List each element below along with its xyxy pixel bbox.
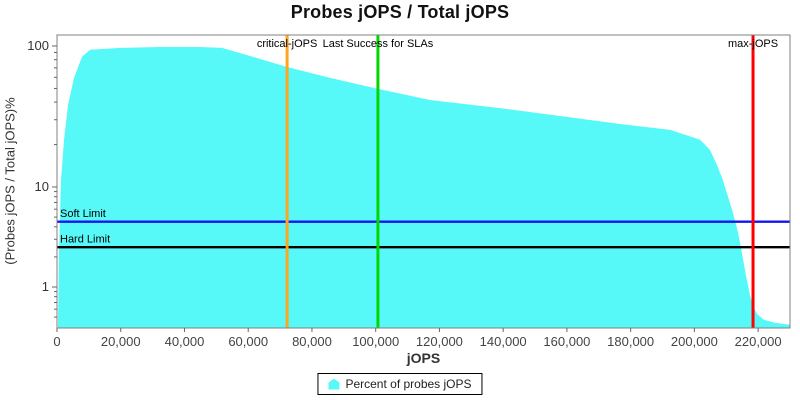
- legend-label: Percent of probes jOPS: [345, 377, 472, 391]
- x-axis-title: jOPS: [406, 350, 441, 366]
- limit-label-1: Hard Limit: [60, 234, 110, 246]
- x-tick-label: 180,000: [607, 334, 654, 349]
- x-tick-label: 200,000: [671, 334, 718, 349]
- y-axis-title: (Probes jOPS / Total jOPS)%: [2, 97, 18, 265]
- y-tick-label: 10: [35, 179, 49, 194]
- x-tick-label: 220,000: [735, 334, 782, 349]
- x-tick-label: 80,000: [292, 334, 332, 349]
- x-tick-label: 0: [53, 334, 60, 349]
- marker-label-0: critical-jOPS: [257, 38, 318, 50]
- x-tick-label: 140,000: [480, 334, 527, 349]
- y-tick-label: 1: [42, 279, 49, 294]
- marker-label-1: Last Success for SLAs: [323, 38, 434, 50]
- x-tick-label: 60,000: [228, 334, 268, 349]
- limit-label-0: Soft Limit: [60, 208, 106, 220]
- x-tick-label: 20,000: [101, 334, 141, 349]
- x-tick-label: 120,000: [416, 334, 463, 349]
- legend: Percent of probes jOPS: [317, 373, 483, 395]
- x-tick-label: 100,000: [352, 334, 399, 349]
- plot-border: [56, 34, 791, 329]
- marker-label-2: max-jOPS: [728, 38, 778, 50]
- chart-title: Probes jOPS / Total jOPS: [290, 2, 510, 22]
- area-percent-of-probes-jops: [58, 47, 790, 328]
- y-tick-label: 100: [27, 38, 49, 53]
- x-tick-label: 40,000: [165, 334, 205, 349]
- x-tick-label: 160,000: [543, 334, 590, 349]
- area-swatch-icon: [328, 378, 340, 390]
